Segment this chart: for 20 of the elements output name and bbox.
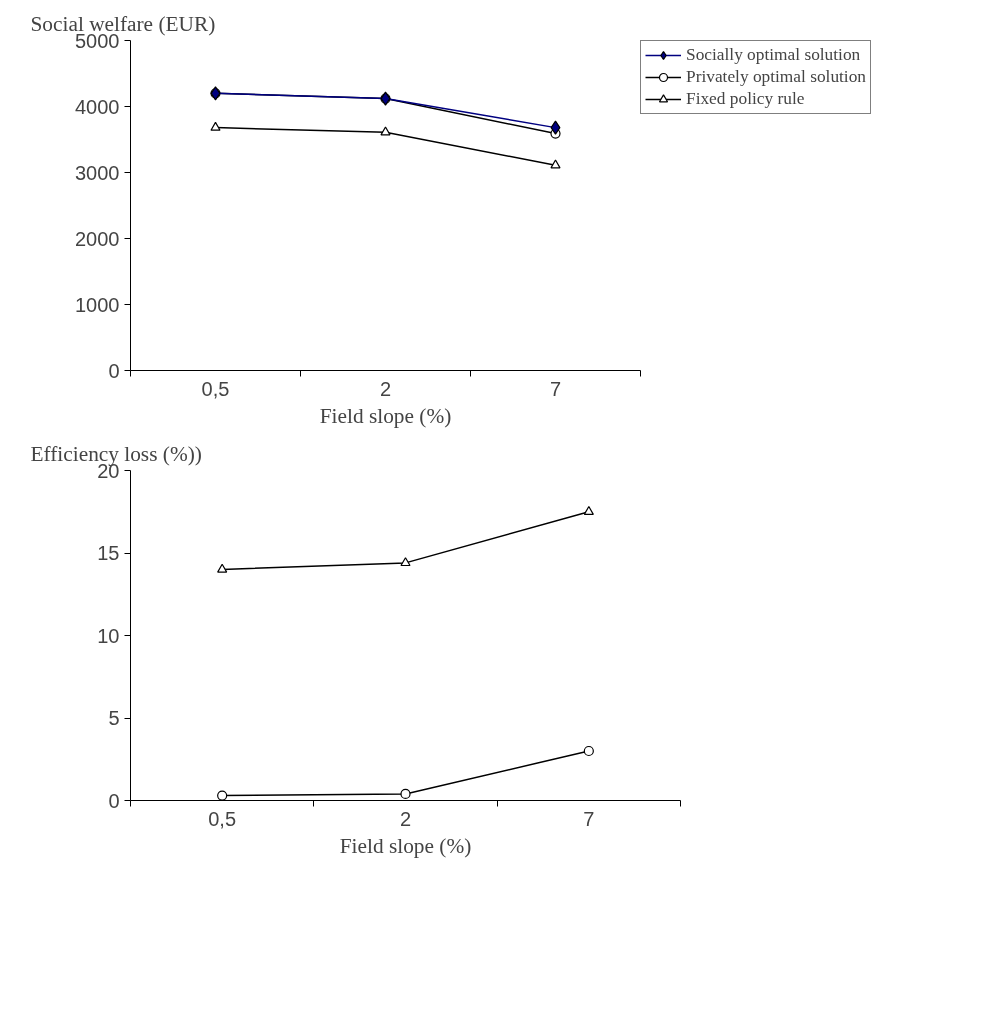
y-tick-label: 0 — [108, 359, 120, 382]
x-axis-title: Field slope (%) — [319, 403, 452, 428]
x-tick-label: 2 — [379, 377, 392, 400]
legend-label: Fixed policy rule — [686, 89, 805, 109]
x-tick-label: 0,5 — [208, 807, 237, 830]
x-tick-label: 2 — [399, 807, 412, 830]
x-tick-label: 7 — [549, 377, 562, 400]
legend-label: Socially optimal solution — [686, 45, 861, 65]
y-tick-label: 15 — [97, 542, 120, 564]
y-tick-label: 5 — [108, 707, 120, 729]
x-tick-label: 0,5 — [201, 377, 230, 400]
y-tick-label: 2000 — [75, 227, 120, 250]
y-tick-label: 4000 — [75, 95, 120, 118]
y-tick-label: 10 — [97, 624, 120, 647]
legend-label: Privately optimal solution — [686, 67, 867, 87]
x-axis-title: Field slope (%) — [339, 833, 472, 858]
y-tick-label: 3000 — [75, 161, 120, 184]
x-tick-label: 7 — [583, 807, 595, 830]
y-tick-label: 1000 — [75, 293, 120, 316]
y-tick-label: 0 — [108, 789, 120, 812]
